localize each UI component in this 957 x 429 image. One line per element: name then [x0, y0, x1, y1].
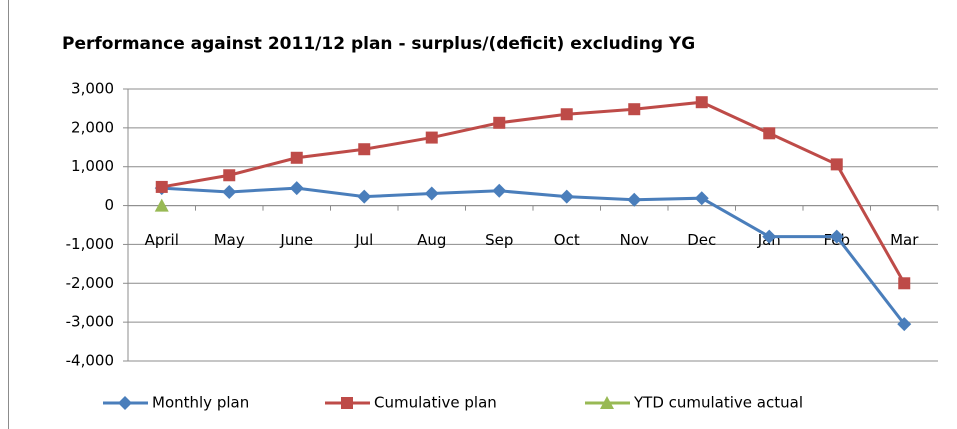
legend-label: Cumulative plan: [374, 394, 497, 412]
x-tick-label: May: [214, 231, 245, 249]
y-tick-label: -3,000: [66, 313, 114, 331]
data-point: [762, 229, 777, 244]
data-point: [222, 184, 237, 199]
y-tick-label: -4,000: [66, 352, 114, 370]
x-tick-label: April: [145, 231, 179, 249]
data-point: [492, 183, 507, 198]
data-point: [358, 143, 371, 156]
data-point: [628, 103, 641, 116]
data-point: [560, 108, 573, 121]
data-point: [289, 181, 304, 196]
data-point: [425, 131, 438, 144]
x-tick-label: Dec: [687, 231, 716, 249]
y-tick-label: -2,000: [66, 274, 114, 292]
data-point: [559, 189, 574, 204]
data-point: [290, 151, 303, 164]
series-line: [161, 100, 906, 285]
x-tick-label: Mar: [890, 231, 919, 249]
data-point: [897, 317, 912, 332]
data-point: [493, 116, 506, 129]
chart-title: Performance against 2011/12 plan - surpl…: [62, 34, 695, 54]
y-tick-label: 0: [104, 196, 114, 214]
data-point: [763, 127, 776, 140]
data-point: [829, 229, 844, 244]
x-tick-label: Sep: [485, 231, 513, 249]
legend-marker: [341, 397, 353, 409]
x-tick-label: Aug: [417, 231, 446, 249]
data-point: [898, 277, 911, 290]
x-tick-label: June: [279, 231, 313, 249]
series-line: [161, 186, 906, 326]
x-tick-label: Jul: [354, 231, 373, 249]
data-point: [357, 189, 372, 204]
y-tick-label: 1,000: [71, 157, 114, 175]
data-point: [694, 191, 709, 206]
data-point: [155, 180, 168, 193]
legend-label: Monthly plan: [152, 394, 249, 412]
data-point: [223, 169, 236, 182]
legend-marker: [118, 396, 132, 410]
y-tick-label: 2,000: [71, 118, 114, 136]
y-tick-label: -1,000: [66, 235, 114, 253]
data-point: [154, 198, 169, 212]
data-point: [627, 192, 642, 207]
data-point: [830, 158, 843, 171]
data-point: [424, 186, 439, 201]
legend-marker: [600, 396, 614, 409]
y-tick-label: 3,000: [71, 80, 114, 98]
legend-label: YTD cumulative actual: [633, 394, 803, 412]
data-point: [695, 96, 708, 109]
x-tick-label: Nov: [620, 231, 649, 249]
x-tick-label: Oct: [554, 231, 580, 249]
